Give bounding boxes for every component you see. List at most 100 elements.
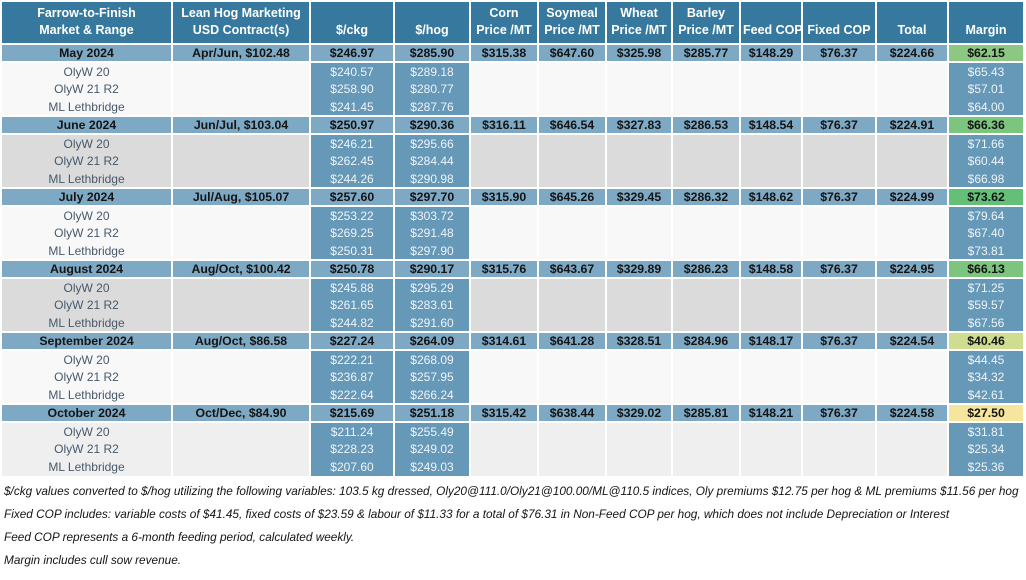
month-value-cell-hog: $290.36 bbox=[394, 115, 471, 135]
month-value-cell-feedcop: $148.58 bbox=[740, 259, 803, 279]
empty-cell bbox=[802, 422, 877, 440]
column-header-line2: Fixed COP bbox=[807, 22, 871, 37]
empty-cell bbox=[802, 80, 877, 98]
month-value-cell-wheat: $325.98 bbox=[606, 43, 673, 63]
contract-empty-cell bbox=[172, 350, 311, 368]
empty-cell bbox=[672, 152, 741, 170]
market-label-cell: ML Lethbridge bbox=[2, 170, 173, 188]
empty-cell bbox=[672, 278, 741, 296]
month-value-cell-wheat: $327.83 bbox=[606, 115, 673, 135]
empty-cell bbox=[876, 368, 949, 386]
hog-value-cell: $284.44 bbox=[394, 152, 471, 170]
market-label-cell: ML Lethbridge bbox=[2, 98, 173, 116]
market-label-cell: OlyW 21 R2 bbox=[2, 296, 173, 314]
month-cell: September 2024 bbox=[2, 331, 173, 351]
month-summary-row: June 2024 Jun/Jul, $103.04 $250.97 $290.36 $… bbox=[2, 115, 1025, 135]
market-label-cell: OlyW 20 bbox=[2, 278, 173, 296]
empty-cell bbox=[470, 386, 539, 404]
market-label-cell: OlyW 21 R2 bbox=[2, 224, 173, 242]
empty-cell bbox=[470, 62, 539, 80]
empty-cell bbox=[606, 386, 673, 404]
margin-value-cell: $71.66 bbox=[948, 134, 1025, 152]
column-header-line2: Price /MT bbox=[678, 22, 734, 37]
market-row: OlyW 20 $222.21 $268.09 $44.45 bbox=[2, 350, 1025, 368]
hog-value-cell: $291.48 bbox=[394, 224, 471, 242]
month-value-cell-barley: $286.23 bbox=[672, 259, 741, 279]
contract-empty-cell bbox=[172, 80, 311, 98]
empty-cell bbox=[876, 224, 949, 242]
empty-cell bbox=[606, 278, 673, 296]
empty-cell bbox=[740, 278, 803, 296]
column-header-line1: Lean Hog Marketing bbox=[181, 5, 301, 20]
month-cell: July 2024 bbox=[2, 187, 173, 207]
market-label-cell: OlyW 20 bbox=[2, 206, 173, 224]
column-header-line1: Farrow-to-Finish bbox=[37, 5, 136, 20]
ckg-value-cell: $261.65 bbox=[310, 296, 395, 314]
empty-cell bbox=[672, 440, 741, 458]
month-value-cell-fixedcop: $76.37 bbox=[802, 187, 877, 207]
margin-cell: $66.36 bbox=[948, 115, 1025, 135]
empty-cell bbox=[672, 458, 741, 476]
month-value-cell-soymeal: $646.54 bbox=[538, 115, 607, 135]
empty-cell bbox=[606, 170, 673, 188]
hog-value-cell: $297.90 bbox=[394, 242, 471, 260]
hog-value-cell: $289.18 bbox=[394, 62, 471, 80]
market-label-cell: OlyW 20 bbox=[2, 134, 173, 152]
empty-cell bbox=[606, 458, 673, 476]
month-value-cell-fixedcop: $76.37 bbox=[802, 115, 877, 135]
empty-cell bbox=[672, 386, 741, 404]
hog-value-cell: $295.29 bbox=[394, 278, 471, 296]
empty-cell bbox=[876, 62, 949, 80]
empty-cell bbox=[470, 98, 539, 116]
empty-cell bbox=[876, 314, 949, 332]
empty-cell bbox=[876, 350, 949, 368]
month-cell: October 2024 bbox=[2, 403, 173, 423]
month-value-cell-barley: $284.96 bbox=[672, 331, 741, 351]
month-value-cell-hog: $290.17 bbox=[394, 259, 471, 279]
empty-cell bbox=[672, 314, 741, 332]
contract-empty-cell bbox=[172, 170, 311, 188]
empty-cell bbox=[802, 458, 877, 476]
contract-empty-cell bbox=[172, 440, 311, 458]
month-summary-row: July 2024 Jul/Aug, $105.07 $257.60 $297.70 $… bbox=[2, 187, 1025, 207]
month-value-cell-ckg: $246.97 bbox=[310, 43, 395, 63]
month-cell: August 2024 bbox=[2, 259, 173, 279]
empty-cell bbox=[802, 350, 877, 368]
market-row: OlyW 21 R2 $262.45 $284.44 $60.44 bbox=[2, 152, 1025, 170]
market-row: OlyW 20 $245.88 $295.29 $71.25 bbox=[2, 278, 1025, 296]
margin-value-cell: $60.44 bbox=[948, 152, 1025, 170]
market-row: ML Lethbridge $241.45 $287.76 $64.00 bbox=[2, 98, 1025, 116]
contract-cell: Apr/Jun, $102.48 bbox=[172, 43, 311, 63]
market-row: OlyW 21 R2 $258.90 $280.77 $57.01 bbox=[2, 80, 1025, 98]
empty-cell bbox=[740, 62, 803, 80]
empty-cell bbox=[606, 224, 673, 242]
empty-cell bbox=[470, 440, 539, 458]
empty-cell bbox=[606, 440, 673, 458]
empty-cell bbox=[740, 386, 803, 404]
empty-cell bbox=[538, 206, 607, 224]
month-value-cell-ckg: $227.24 bbox=[310, 331, 395, 351]
market-label-cell: ML Lethbridge bbox=[2, 314, 173, 332]
hog-value-cell: $257.95 bbox=[394, 368, 471, 386]
ckg-value-cell: $253.22 bbox=[310, 206, 395, 224]
empty-cell bbox=[538, 350, 607, 368]
month-summary-row: October 2024 Oct/Dec, $84.90 $215.69 $251.1… bbox=[2, 403, 1025, 423]
footnote: $/ckg values converted to $/hog utilizin… bbox=[4, 484, 1019, 498]
margin-value-cell: $64.00 bbox=[948, 98, 1025, 116]
margin-value-cell: $65.43 bbox=[948, 62, 1025, 80]
month-value-cell-soymeal: $645.26 bbox=[538, 187, 607, 207]
margin-cell: $62.15 bbox=[948, 43, 1025, 63]
empty-cell bbox=[876, 242, 949, 260]
empty-cell bbox=[876, 206, 949, 224]
empty-cell bbox=[802, 278, 877, 296]
contract-cell: Aug/Oct, $100.42 bbox=[172, 259, 311, 279]
month-value-cell-fixedcop: $76.37 bbox=[802, 259, 877, 279]
margin-value-cell: $57.01 bbox=[948, 80, 1025, 98]
margin-value-cell: $42.61 bbox=[948, 386, 1025, 404]
month-value-cell-barley: $285.77 bbox=[672, 43, 741, 63]
empty-cell bbox=[740, 422, 803, 440]
empty-cell bbox=[538, 62, 607, 80]
month-value-cell-fixedcop: $76.37 bbox=[802, 403, 877, 423]
column-header-line1: Soymeal bbox=[546, 5, 598, 20]
empty-cell bbox=[672, 350, 741, 368]
